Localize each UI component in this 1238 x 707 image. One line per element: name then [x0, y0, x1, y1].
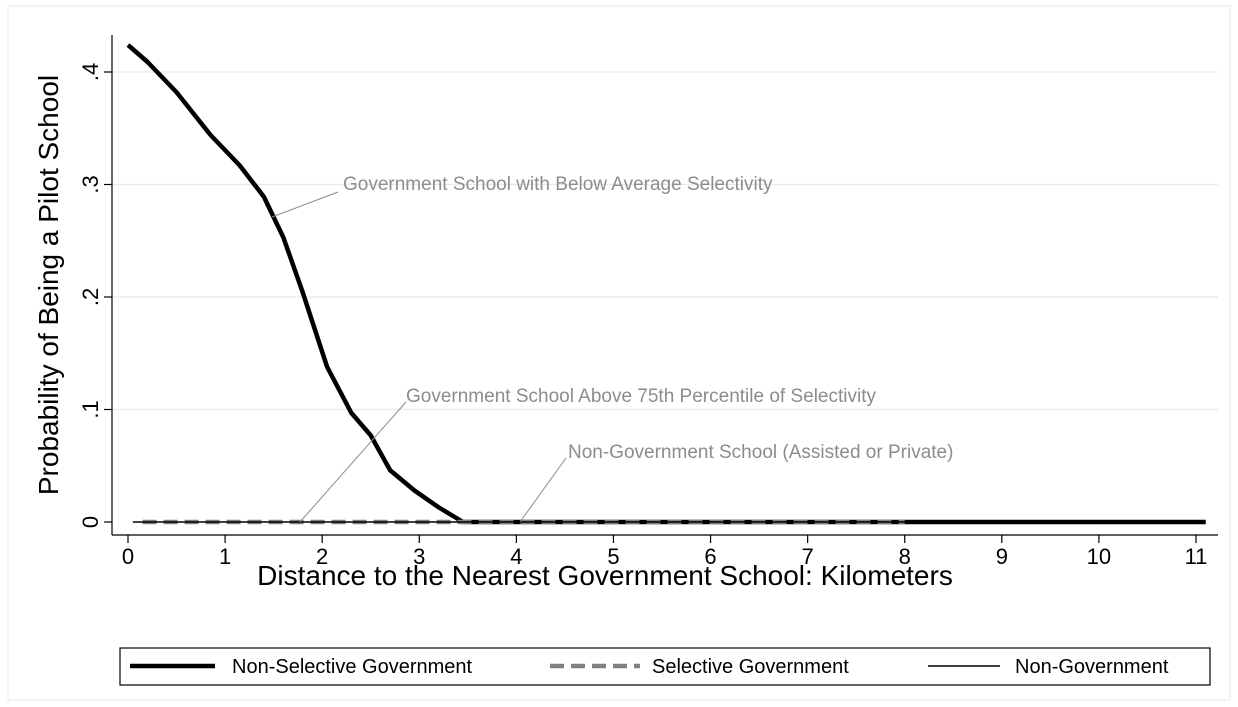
chart-frame	[7, 5, 1231, 701]
legend-label: Non-Selective Government	[232, 656, 473, 678]
x-tick-label: 6	[704, 544, 716, 569]
legend-box	[119, 647, 1211, 686]
annotation: Government School Above 75th Percentile …	[406, 386, 876, 407]
annotation-leader	[271, 191, 339, 218]
series-line	[126, 43, 1206, 525]
x-tick-label: 4	[510, 544, 522, 569]
legend-label: Non-Government	[1015, 656, 1169, 678]
y-tick-label: .1	[78, 400, 103, 418]
x-tick-label: 8	[899, 544, 911, 569]
x-tick-label: 3	[413, 544, 425, 569]
x-tick-label: 7	[802, 544, 814, 569]
x-tick-label: 10	[1087, 544, 1111, 569]
annotation: Government School with Below Average Sel…	[343, 174, 773, 195]
y-tick-label: .3	[78, 175, 103, 193]
x-tick-label: 1	[219, 544, 231, 569]
x-tick-label: 5	[607, 544, 619, 569]
x-tick-label: 2	[316, 544, 328, 569]
y-axis-title: Probability of Being a Pilot School	[33, 75, 64, 495]
y-tick-label: .4	[78, 63, 103, 81]
x-axis-title: Distance to the Nearest Government Schoo…	[257, 560, 953, 591]
x-tick-label: 0	[122, 544, 134, 569]
x-tick-label: 11	[1185, 544, 1208, 569]
legend-label: Selective Government	[652, 656, 849, 678]
x-tick-label: 9	[996, 544, 1008, 569]
annotation: Non-Government School (Assisted or Priva…	[568, 442, 953, 463]
y-tick-label: .2	[78, 288, 103, 306]
y-tick-label: 0	[78, 516, 103, 528]
annotation-leader	[299, 401, 407, 523]
annotation-leader	[519, 457, 567, 523]
